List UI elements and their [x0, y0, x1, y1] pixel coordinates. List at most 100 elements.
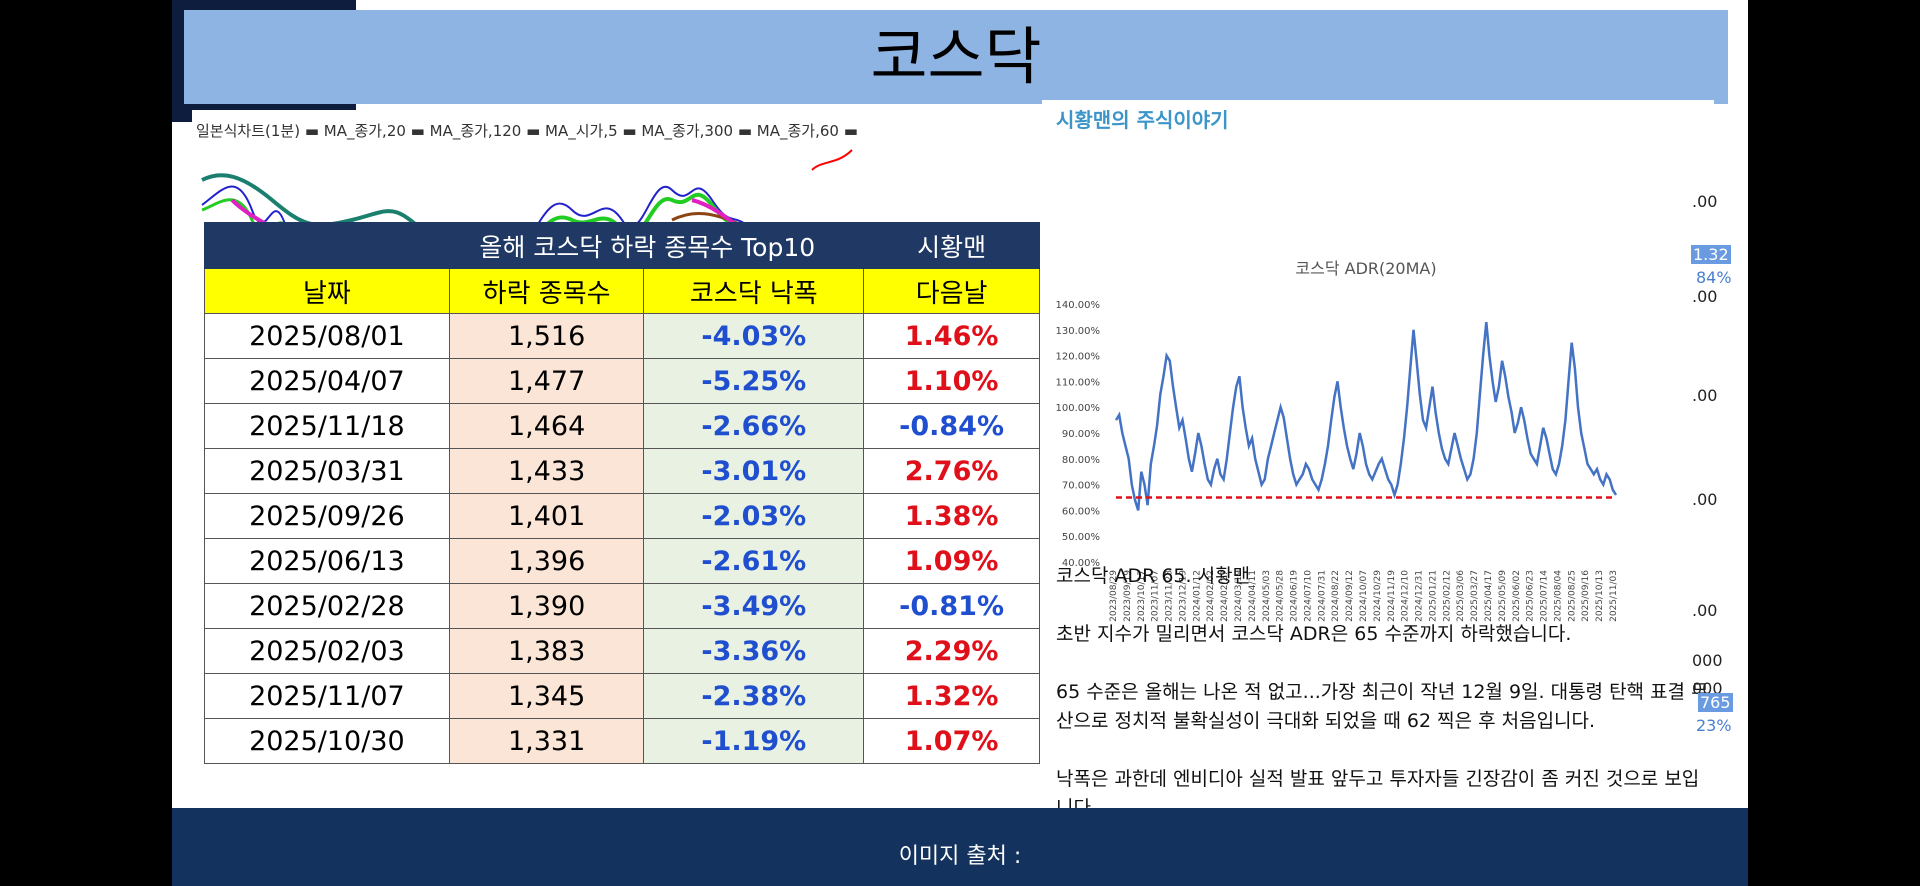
count-cell: 1,390: [448, 583, 645, 629]
count-cell: 1,433: [448, 448, 645, 494]
x-tick-label: 2024/08/22: [1331, 570, 1341, 622]
date-cell: 2025/11/07: [204, 673, 450, 719]
x-tick-label: 2024/02/27: [1220, 570, 1230, 622]
table-row: 2025/03/31 1,433 -3.01% 2.76%: [204, 448, 1040, 494]
x-tick-label: 2025/04/17: [1484, 570, 1494, 622]
next-cell: -0.81%: [863, 583, 1040, 629]
count-cell: 1,383: [448, 628, 645, 674]
x-tick-label: 2025/01/21: [1428, 570, 1438, 622]
table-header-row: 날짜 하락 종목수 코스닥 낙폭 다음날: [204, 268, 1040, 314]
right-axis-label: .00: [1692, 192, 1718, 211]
slide: 코스닥 일본식차트(1분) ▬ MA_종가,20 ▬ MA_종가,120 ▬ M…: [172, 0, 1748, 886]
date-cell: 2025/02/03: [204, 628, 450, 674]
y-tick-label: 140.00%: [1056, 300, 1101, 311]
x-tick-label: 2024/12/31: [1415, 570, 1425, 622]
x-tick-label: 2024/09/12: [1345, 570, 1355, 622]
kosdaq-decline-table: 올해 코스닥 하락 종목수 Top10 시황맨 날짜 하락 종목수 코스닥 낙폭…: [203, 222, 1040, 764]
y-tick-label: 110.00%: [1056, 377, 1101, 388]
x-tick-label: 2024/10/07: [1359, 570, 1369, 622]
x-tick-label: 2024/03/19: [1234, 570, 1244, 622]
adr-panel: 시황맨의 주식이야기 코스닥 ADR(20MA) 40.00% 50.00% 60.0…: [1042, 100, 1714, 868]
header-count: 하락 종목수: [448, 268, 645, 314]
date-cell: 2025/11/18: [204, 403, 450, 449]
count-cell: 1,331: [448, 718, 645, 764]
next-cell: 1.46%: [863, 313, 1040, 359]
footer-bar: [172, 808, 1748, 886]
next-cell: 2.76%: [863, 448, 1040, 494]
x-tick-label: 2025/08/25: [1567, 570, 1577, 622]
header-date: 날짜: [204, 268, 450, 314]
right-axis-value: 765: [1698, 693, 1733, 712]
y-tick-label: 90.00%: [1062, 429, 1100, 440]
date-cell: 2025/10/30: [204, 718, 450, 764]
x-tick-label: 2025/06/02: [1512, 570, 1522, 622]
x-tick-label: 2023/10/17: [1137, 570, 1147, 622]
table-row: 2025/02/03 1,383 -3.36% 2.29%: [204, 628, 1040, 674]
commentary-paragraph: 코스닥 ADR 65. 시황맨: [1056, 565, 1251, 587]
drop-cell: -2.03%: [643, 493, 865, 539]
next-cell: 1.38%: [863, 493, 1040, 539]
y-tick-label: 120.00%: [1056, 352, 1101, 363]
drop-cell: -3.01%: [643, 448, 865, 494]
image-source: 이미지 출처 :: [898, 844, 1022, 869]
next-cell: -0.84%: [863, 403, 1040, 449]
commentary-paragraph: 65 수준은 올해는 나온 적 없고...가장 최근이 작년 12월 9일. 대…: [1056, 681, 1709, 732]
count-cell: 1,396: [448, 538, 645, 584]
right-axis-value: 1.32: [1691, 245, 1731, 264]
right-axis-value: 84%: [1696, 268, 1732, 287]
x-tick-label: 2024/10/29: [1373, 570, 1383, 622]
x-tick-label: 2024/07/10: [1303, 570, 1313, 622]
drop-cell: -3.36%: [643, 628, 865, 674]
count-cell: 1,477: [448, 358, 645, 404]
date-cell: 2025/09/26: [204, 493, 450, 539]
adr-commentary: 코스닥 ADR 65. 시황맨 초반 지수가 밀리면서 코스닥 ADR은 65 …: [1056, 562, 1711, 823]
date-cell: 2025/04/07: [204, 358, 450, 404]
x-tick-label: 2025/05/09: [1498, 570, 1508, 622]
table-row: 2025/10/30 1,331 -1.19% 1.07%: [204, 718, 1040, 764]
count-cell: 1,464: [448, 403, 645, 449]
chart-title: 코스닥 ADR(20MA): [1295, 259, 1436, 278]
adr-series-line: [1114, 321, 1618, 511]
blog-title: 시황맨의 주식이야기: [1056, 108, 1229, 132]
x-tick-label: 2024/04/11: [1248, 570, 1258, 622]
date-cell: 2025/08/01: [204, 313, 450, 359]
y-tick-label: 100.00%: [1056, 403, 1101, 414]
table-title-row: 올해 코스닥 하락 종목수 Top10 시황맨: [203, 222, 1040, 269]
drop-cell: -2.38%: [643, 673, 865, 719]
x-tick-label: 2025/03/27: [1470, 570, 1480, 622]
count-cell: 1,401: [448, 493, 645, 539]
date-cell: 2025/06/13: [204, 538, 450, 584]
x-tick-label: 2024/05/03: [1262, 570, 1272, 622]
adr-chart: 코스닥 ADR(20MA) 40.00% 50.00% 60.00% 70.00% 80.…: [1056, 259, 1620, 622]
next-cell: 1.10%: [863, 358, 1040, 404]
x-tick-label: 2023/09/19: [1123, 570, 1133, 622]
x-tick-label: 2024/12/10: [1401, 570, 1411, 622]
table-row: 2025/09/26 1,401 -2.03% 1.38%: [204, 493, 1040, 539]
y-tick-label: 50.00%: [1062, 532, 1100, 543]
table-body: 2025/08/01 1,516 -4.03% 1.46% 2025/04/07 1,47…: [204, 313, 1040, 764]
right-axis-label: .00: [1692, 601, 1718, 620]
right-axis-label: .00: [1692, 386, 1718, 405]
x-tick-label: 2025/11/03: [1609, 570, 1619, 622]
count-cell: 1,345: [448, 673, 645, 719]
x-tick-label: 2023/12/19: [1178, 570, 1188, 622]
x-tick-label: 2024/02/02: [1206, 570, 1216, 622]
next-cell: 1.09%: [863, 538, 1040, 584]
drop-cell: -5.25%: [643, 358, 865, 404]
drop-cell: -3.49%: [643, 583, 865, 629]
drop-cell: -2.61%: [643, 538, 865, 584]
x-tick-label: 2023/08/29: [1109, 570, 1119, 622]
table-row: 2025/08/01 1,516 -4.03% 1.46%: [204, 313, 1040, 359]
page-title: 코스닥: [870, 20, 1042, 93]
drop-cell: -2.66%: [643, 403, 865, 449]
y-tick-label: 70.00%: [1062, 481, 1100, 492]
table-author: 시황맨: [863, 222, 1040, 269]
drop-cell: -1.19%: [643, 718, 865, 764]
x-tick-label: 2024/06/19: [1290, 570, 1300, 622]
x-tick-label: 2024/07/31: [1317, 570, 1327, 622]
right-axis-value: 23%: [1696, 716, 1732, 735]
header-drop: 코스닥 낙폭: [643, 268, 865, 314]
x-tick-label: 2025/10/13: [1595, 570, 1605, 622]
y-tick-label: 130.00%: [1056, 326, 1101, 337]
date-cell: 2025/03/31: [204, 448, 450, 494]
